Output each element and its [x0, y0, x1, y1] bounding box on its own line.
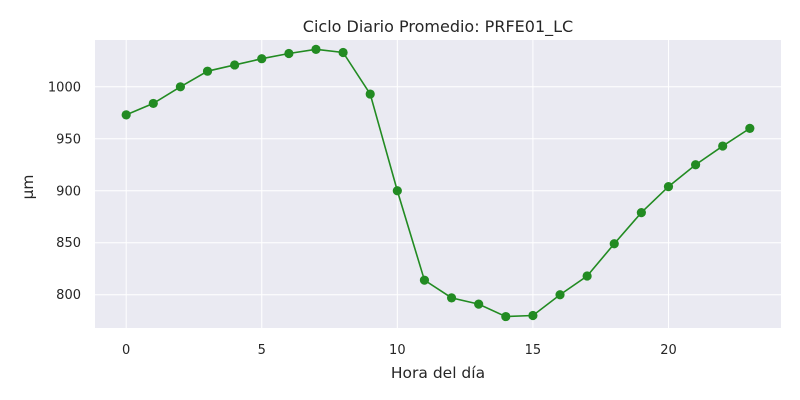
- plot-background: [95, 40, 781, 328]
- data-point: [392, 186, 402, 196]
- x-tick-label: 5: [258, 343, 266, 358]
- y-tick-labels: 800 850 900 950 1000: [48, 80, 81, 303]
- data-points: [121, 44, 755, 322]
- data-point: [636, 207, 646, 218]
- data-point: [690, 160, 701, 170]
- y-tick-label: 800: [56, 288, 81, 303]
- data-point: [718, 141, 728, 151]
- data-point: [121, 110, 131, 120]
- data-point: [148, 98, 158, 109]
- data-point: [582, 271, 592, 281]
- x-tick-label: 0: [122, 343, 130, 358]
- data-point: [663, 182, 674, 192]
- y-axis-label: µm: [19, 175, 37, 200]
- data-point: [745, 123, 755, 133]
- x-tick-labels: 0 5 10 15 20: [122, 343, 677, 358]
- data-point: [230, 60, 240, 70]
- x-tick-label: 10: [389, 343, 406, 358]
- chart-title: Ciclo Diario Promedio: PRFE01_LC: [303, 17, 573, 37]
- y-tick-label: 900: [56, 184, 81, 199]
- data-point: [419, 275, 430, 285]
- y-tick-label: 1000: [48, 80, 81, 95]
- data-point: [311, 44, 321, 54]
- data-point: [474, 299, 484, 309]
- x-tick-label: 15: [525, 343, 542, 358]
- data-point: [555, 290, 565, 300]
- data-point: [257, 54, 267, 64]
- data-point: [202, 66, 213, 76]
- data-point: [284, 48, 294, 59]
- series-line: [125, 48, 751, 318]
- y-tick-label: 850: [56, 236, 81, 251]
- data-point: [338, 47, 348, 58]
- data-point: [528, 310, 538, 321]
- data-point: [501, 311, 511, 322]
- data-point: [609, 239, 619, 249]
- x-tick-label: 20: [660, 343, 677, 358]
- data-point: [175, 82, 186, 92]
- x-axis-label: Hora del día: [391, 364, 485, 382]
- data-point: [446, 293, 457, 303]
- grid-lines: [95, 40, 781, 328]
- y-tick-label: 950: [56, 132, 81, 147]
- data-point: [365, 89, 375, 99]
